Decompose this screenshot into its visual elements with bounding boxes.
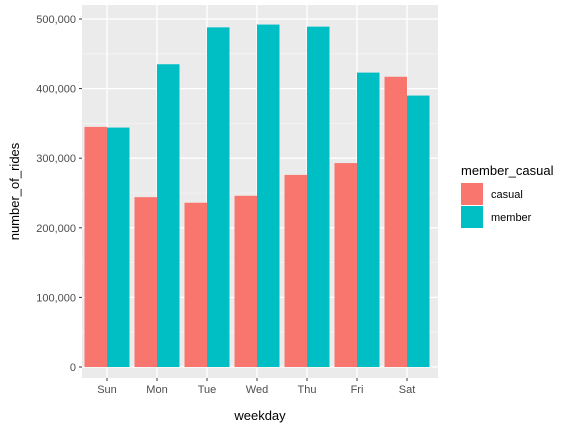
y-axis-ticks: 0 100,000 200,000 300,000 400,000 500,000 xyxy=(36,14,82,374)
y-tick-label: 100,000 xyxy=(36,292,76,304)
y-axis-title: number_of_rides xyxy=(7,142,22,240)
y-tick-label: 200,000 xyxy=(36,223,76,235)
x-tick-label: Fri xyxy=(351,384,364,396)
legend-label-member: member xyxy=(491,212,532,224)
bar-casual-wed xyxy=(234,195,257,367)
bar-casual-sat xyxy=(384,76,407,367)
bar-casual-fri xyxy=(334,163,357,367)
x-tick-label: Thu xyxy=(298,384,317,396)
legend: member_casual casual member xyxy=(461,163,554,228)
x-axis-ticks: Sun Mon Tue Wed Thu Fri Sat xyxy=(97,378,415,396)
bar-member-fri xyxy=(357,72,380,367)
y-tick-label: 0 xyxy=(70,362,76,374)
legend-key-casual xyxy=(461,183,483,205)
y-tick-label: 300,000 xyxy=(36,153,76,165)
bar-casual-tue xyxy=(184,202,207,367)
y-tick-label: 500,000 xyxy=(36,14,76,26)
x-tick-label: Tue xyxy=(198,384,217,396)
y-tick-label: 400,000 xyxy=(36,84,76,96)
bar-casual-sun xyxy=(84,126,107,367)
x-tick-label: Mon xyxy=(146,384,167,396)
bar-member-mon xyxy=(157,64,180,368)
bars xyxy=(84,24,430,368)
bar-casual-thu xyxy=(284,174,307,367)
bar-member-wed xyxy=(257,24,280,368)
bar-member-tue xyxy=(207,27,230,368)
x-axis-title: weekday xyxy=(233,408,286,423)
x-tick-label: Sun xyxy=(97,384,117,396)
legend-key-member xyxy=(461,206,483,228)
bar-casual-mon xyxy=(134,197,157,367)
bar-member-thu xyxy=(307,26,330,367)
bar-member-sun xyxy=(107,127,130,368)
x-tick-label: Sat xyxy=(399,384,416,396)
bar-member-sat xyxy=(407,95,430,367)
x-tick-label: Wed xyxy=(246,384,268,396)
legend-label-casual: casual xyxy=(491,189,523,201)
legend-title: member_casual xyxy=(461,163,554,178)
